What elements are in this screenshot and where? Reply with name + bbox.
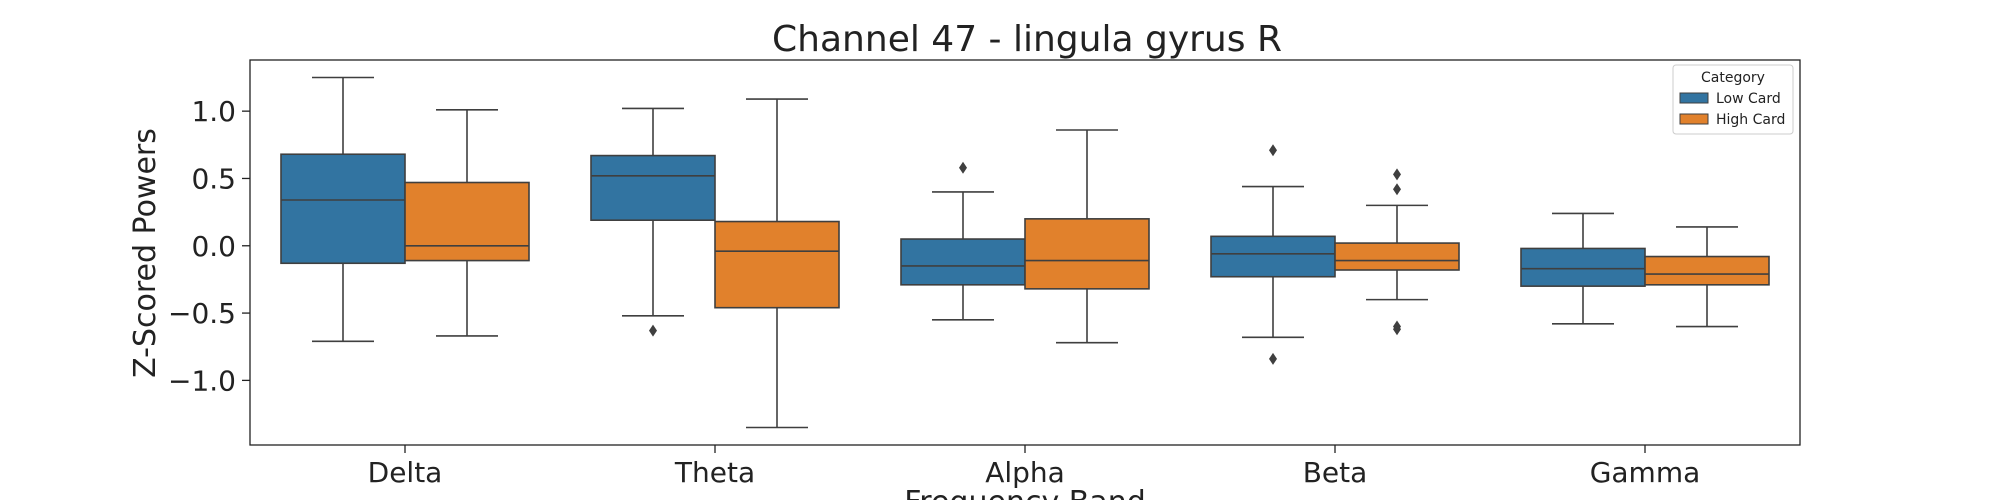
outlier-point <box>1393 323 1401 336</box>
legend-label: High Card <box>1716 112 1785 128</box>
y-tick-label: −0.5 <box>168 297 236 330</box>
chart-title: Channel 47 - lingula gyrus R <box>772 19 1282 60</box>
x-axis-ticks: Delta Theta Alpha Beta Gamma <box>368 445 1701 489</box>
box <box>1520 247 1646 287</box>
box-group <box>590 107 716 337</box>
box <box>900 238 1026 286</box>
legend-label: Low Card <box>1716 91 1781 107</box>
box <box>1210 235 1336 278</box>
x-tick-label: Gamma <box>1590 456 1701 489</box>
y-tick-label: 0.0 <box>191 230 236 263</box>
y-axis-label: Z-Scored Powers <box>128 128 163 378</box>
boxes-layer <box>280 76 1770 429</box>
y-tick-label: 0.5 <box>191 162 236 195</box>
box-group <box>714 98 840 429</box>
box-group <box>280 76 406 343</box>
box <box>714 220 840 309</box>
outlier-point <box>959 161 967 174</box>
box-group <box>1024 129 1150 344</box>
legend-swatch <box>1679 113 1709 125</box>
outlier-point <box>1393 168 1401 181</box>
legend: Category Low Card High Card <box>1672 64 1794 135</box>
box-group <box>900 161 1026 321</box>
x-tick-label: Beta <box>1303 456 1368 489</box>
y-tick-label: 1.0 <box>191 95 236 128</box>
box-group <box>1644 226 1770 328</box>
box <box>1024 218 1150 290</box>
box-group <box>1210 144 1336 365</box>
box <box>590 154 716 221</box>
y-axis-ticks: 1.0 0.5 0.0 −0.5 −1.0 <box>168 95 250 397</box>
outlier-point <box>1269 352 1277 365</box>
box-group <box>1520 212 1646 325</box>
x-tick-label: Delta <box>368 456 443 489</box>
x-axis-label: Frequency Band <box>904 485 1146 500</box>
box <box>1334 242 1460 271</box>
box-group <box>404 109 530 337</box>
legend-items: Low Card High Card <box>1679 91 1785 128</box>
legend-swatch <box>1679 92 1709 104</box>
x-tick-label: Theta <box>674 456 755 489</box>
box-group <box>1334 168 1460 336</box>
x-tick-label: Alpha <box>985 456 1065 489</box>
y-tick-label: −1.0 <box>168 364 236 397</box>
outlier-point <box>1269 144 1277 157</box>
outlier-point <box>649 324 657 337</box>
legend-title: Category <box>1701 70 1765 86</box>
box <box>280 153 406 265</box>
box <box>404 181 530 262</box>
box <box>1644 255 1770 286</box>
outlier-point <box>1393 183 1401 196</box>
